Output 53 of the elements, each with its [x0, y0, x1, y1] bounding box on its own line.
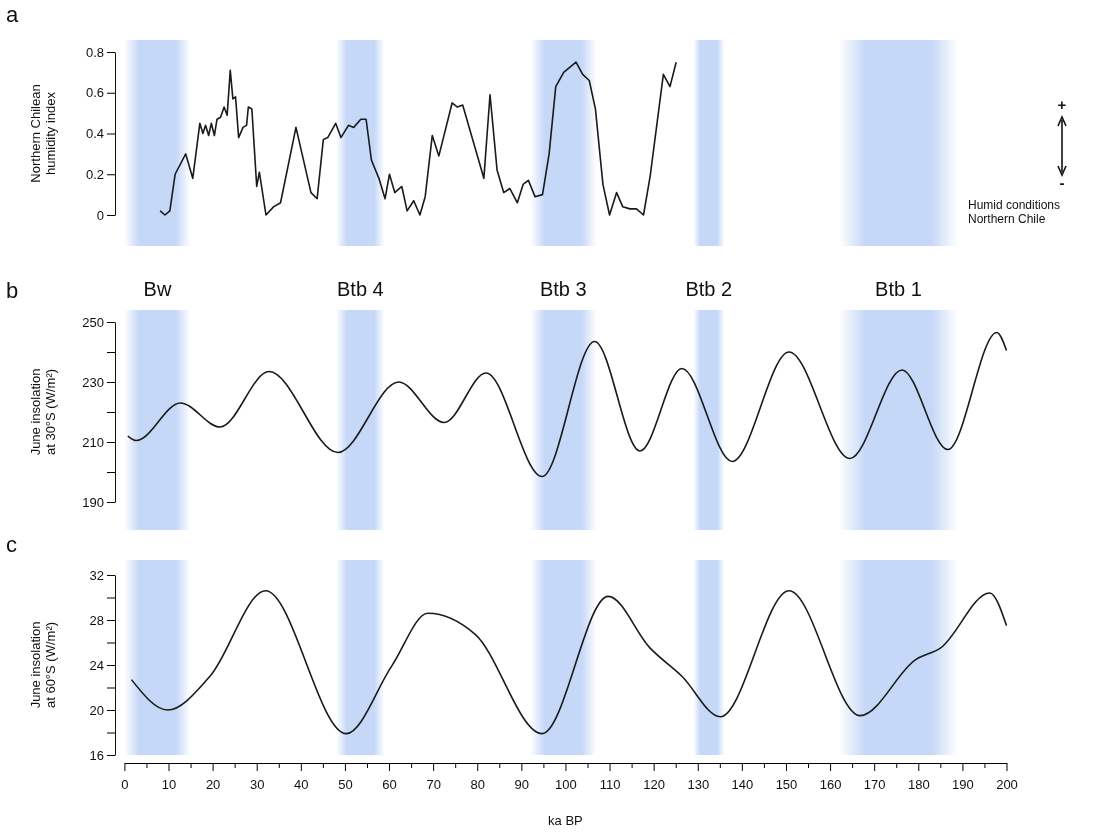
- y-tick-label: 190: [82, 494, 104, 510]
- y-tick-label: 0.6: [85, 85, 104, 101]
- text: -: [1059, 174, 1065, 191]
- x-tick-label: 140: [731, 776, 754, 792]
- y-tick-label: 250: [82, 314, 104, 330]
- y-axis-title: June insolation at 60°S (W/m²): [28, 621, 58, 709]
- x-tick-label: 50: [338, 776, 353, 792]
- x-tick-label: 80: [470, 776, 485, 792]
- y-tick-label: 0.8: [85, 44, 104, 60]
- chart-title: b: [6, 278, 19, 303]
- x-tick-label: 200: [996, 776, 1018, 792]
- y-axis-title: Northern Chilean humidity index: [28, 84, 58, 183]
- x-tick-label: 170: [863, 776, 886, 792]
- annotation: Humid conditions Northern Chile: [968, 198, 1061, 226]
- x-tick-label: 20: [205, 776, 221, 792]
- chart-title: a: [6, 2, 19, 27]
- text: +: [1057, 96, 1067, 113]
- y-tick-label: 210: [82, 434, 104, 450]
- y-tick-label: 32: [89, 567, 104, 583]
- x-tick-label: 120: [643, 776, 666, 792]
- line-series: [159, 61, 677, 216]
- x-tick-label: 190: [952, 776, 974, 792]
- y-tick-label: 0.2: [85, 166, 104, 182]
- y-tick-label: 0.4: [85, 126, 104, 142]
- x-tick-label: 100: [555, 776, 577, 792]
- x-tick-label: 60: [382, 776, 397, 792]
- x-axis-title: ka BP: [548, 813, 583, 828]
- line-series: [130, 589, 1008, 735]
- x-tick-label: 30: [249, 776, 265, 792]
- x-tick-label: 40: [294, 776, 309, 792]
- band-label: Btb 2: [685, 278, 733, 300]
- y-tick-label: 24: [89, 657, 104, 673]
- y-tick-label: 28: [89, 612, 104, 628]
- band-label: Bw: [143, 278, 172, 300]
- y-tick-label: 20: [89, 702, 104, 718]
- x-tick-label: 110: [599, 776, 621, 792]
- x-tick-label: 0: [121, 776, 129, 792]
- x-tick-label: 70: [426, 776, 441, 792]
- x-tick-label: 180: [907, 776, 930, 792]
- line-series: [127, 331, 1008, 478]
- x-tick-label: 130: [687, 776, 710, 792]
- x-tick-label: 10: [161, 776, 177, 792]
- x-tick-label: 160: [819, 776, 842, 792]
- band-label: Btb 4: [337, 278, 384, 300]
- x-tick-label: 90: [514, 776, 530, 792]
- chart-title: c: [6, 532, 17, 557]
- y-axis-title: June insolation at 30°S (W/m²): [28, 368, 58, 456]
- band-label: Btb 3: [539, 278, 587, 300]
- x-tick-label: 150: [775, 776, 798, 792]
- band-label: Btb 1: [875, 278, 922, 300]
- y-tick-label: 0: [96, 207, 104, 223]
- y-tick-label: 16: [89, 747, 104, 763]
- y-tick-label: 230: [82, 374, 104, 390]
